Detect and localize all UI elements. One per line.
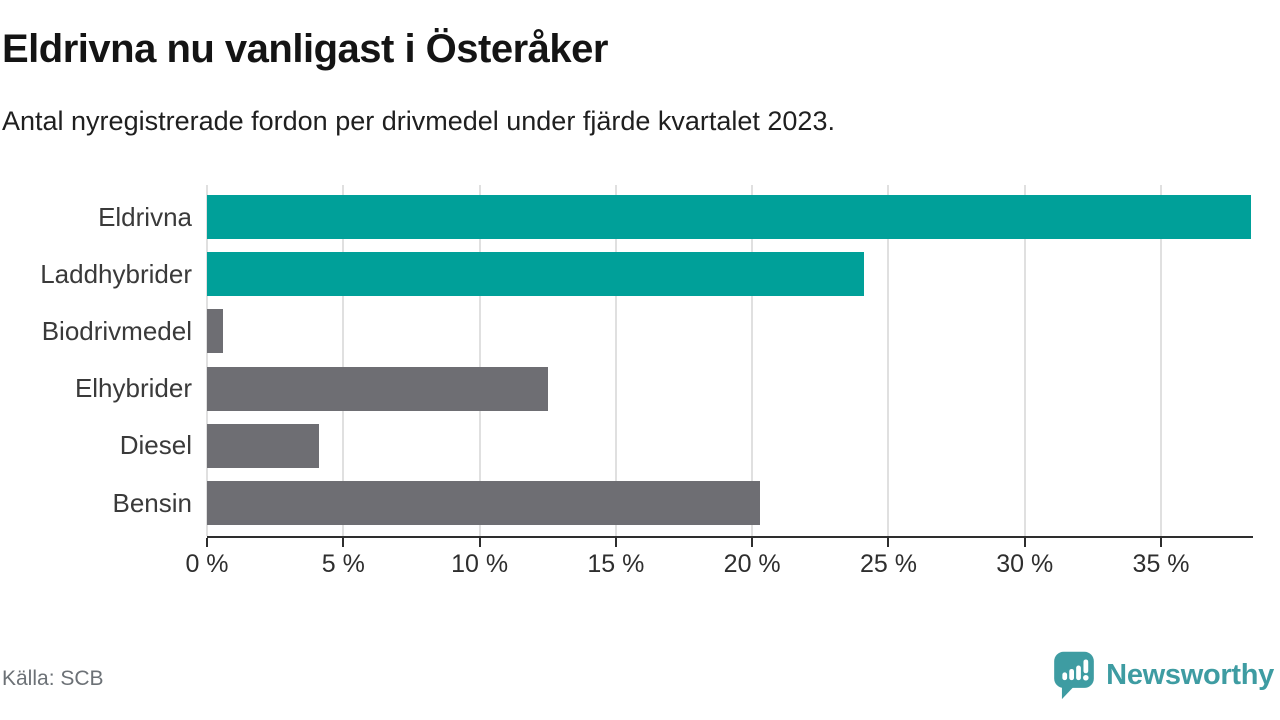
gridline-10 xyxy=(478,185,481,536)
brand-logo: Newsworthy xyxy=(1051,650,1274,700)
x-axis-line xyxy=(207,536,1253,538)
chart-subtitle: Antal nyregistrerade fordon per drivmede… xyxy=(2,106,835,136)
tick-mark-30 xyxy=(1023,538,1026,547)
tick-label-5: 5 % xyxy=(321,550,365,578)
tick-mark-15 xyxy=(614,538,617,547)
brand-name: Newsworthy xyxy=(1106,658,1274,691)
plot-area xyxy=(206,185,1251,536)
tick-mark-10 xyxy=(478,538,481,547)
newsworthy-speech-bubble-bar-chart-icon xyxy=(1054,651,1094,700)
category-label-laddhybrider: Laddhybrider xyxy=(40,258,192,289)
tick-label-20: 20 % xyxy=(723,550,781,578)
tick-label-15: 15 % xyxy=(587,550,645,578)
gridline-15 xyxy=(614,185,617,536)
tick-mark-0 xyxy=(206,538,208,547)
gridline-5 xyxy=(342,185,345,536)
gridline-0 xyxy=(206,185,208,536)
gridline-25 xyxy=(887,185,890,536)
bar-elhybrider xyxy=(207,366,548,411)
bar-eldrivna xyxy=(207,195,1251,239)
bar-chart: Eldrivna Laddhybrider Biodrivmedel Elhybrid… xyxy=(0,185,1280,585)
gridline-30 xyxy=(1023,185,1026,536)
chart-title: Eldrivna nu vanligast i Österåker xyxy=(2,27,608,71)
tick-label-35: 35 % xyxy=(1132,550,1190,578)
bar-laddhybrider xyxy=(207,252,864,297)
gridline-35 xyxy=(1160,185,1163,536)
bar-biodrivmedel xyxy=(207,309,224,354)
category-label-eldrivna: Eldrivna xyxy=(98,201,192,232)
tick-mark-35 xyxy=(1160,538,1163,547)
tick-label-10: 10 % xyxy=(451,550,509,578)
category-label-diesel: Diesel xyxy=(119,430,192,461)
tick-label-25: 25 % xyxy=(859,550,917,578)
tick-label-30: 30 % xyxy=(996,550,1054,578)
category-label-biodrivmedel: Biodrivmedel xyxy=(41,315,192,346)
bar-diesel xyxy=(207,423,319,468)
category-label-bensin: Bensin xyxy=(112,487,193,518)
tick-label-0: 0 % xyxy=(185,550,229,578)
tick-mark-25 xyxy=(887,538,890,547)
tick-mark-20 xyxy=(751,538,754,547)
tick-mark-5 xyxy=(342,538,345,547)
gridline-20 xyxy=(751,185,754,536)
source-note: Källa: SCB xyxy=(2,667,104,690)
bar-bensin xyxy=(207,481,761,525)
category-label-elhybrider: Elhybrider xyxy=(74,373,192,404)
